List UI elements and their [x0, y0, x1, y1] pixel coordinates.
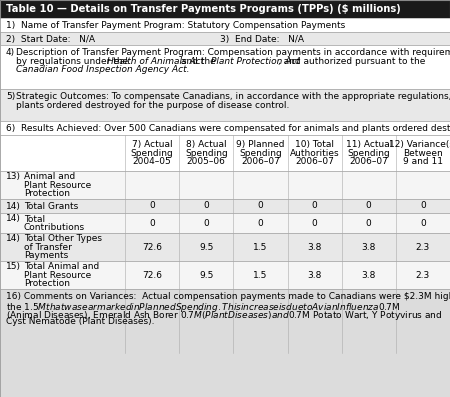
Text: and the: and the: [178, 56, 218, 66]
Text: 0: 0: [312, 202, 317, 210]
Text: 3.8: 3.8: [361, 243, 376, 252]
Text: 15): 15): [6, 262, 21, 271]
Text: 14): 14): [6, 234, 21, 243]
Text: 6)  Results Achieved: Over 500 Canadians were compensated for animals and plants: 6) Results Achieved: Over 500 Canadians …: [6, 124, 450, 133]
Text: 2004–05: 2004–05: [133, 157, 171, 166]
Text: 5): 5): [6, 92, 15, 101]
Text: 2.3: 2.3: [416, 243, 430, 252]
Bar: [0, 32, 450, 45]
Text: 9) Planned: 9) Planned: [236, 140, 285, 149]
Text: Canadian Food Inspection Agency Act.: Canadian Food Inspection Agency Act.: [16, 65, 189, 74]
Bar: [0, 135, 450, 171]
Text: of Transfer: of Transfer: [24, 243, 72, 252]
Text: 1.5: 1.5: [253, 270, 268, 279]
Text: (Animal Diseases), Emerald Ash Borer $0.7M (Plant Diseases) and $0.7M Potato War: (Animal Diseases), Emerald Ash Borer $0.…: [6, 309, 442, 322]
Text: Protection: Protection: [24, 279, 70, 288]
Text: 12) Variance(s): 12) Variance(s): [389, 140, 450, 149]
Text: 2006–07: 2006–07: [241, 157, 280, 166]
Text: Plant Resource: Plant Resource: [24, 181, 91, 190]
Text: plants ordered destroyed for the purpose of disease control.: plants ordered destroyed for the purpose…: [16, 100, 289, 110]
Text: 0: 0: [366, 218, 372, 227]
Text: 9.5: 9.5: [199, 270, 213, 279]
Bar: [0, 0, 450, 18]
Text: Between: Between: [403, 149, 443, 158]
Text: 0: 0: [366, 202, 372, 210]
Text: 0: 0: [203, 202, 209, 210]
Text: Total Animal and: Total Animal and: [24, 262, 99, 271]
Text: Total Grants: Total Grants: [24, 202, 78, 211]
Text: 16) Comments on Variances:  Actual compensation payments made to Canadians were : 16) Comments on Variances: Actual compen…: [6, 292, 450, 301]
Text: 8) Actual: 8) Actual: [186, 140, 226, 149]
Text: 14): 14): [6, 202, 21, 211]
Text: 72.6: 72.6: [142, 243, 162, 252]
Text: 1.5: 1.5: [253, 243, 268, 252]
Text: Authorities: Authorities: [290, 149, 339, 158]
Text: 11) Actual: 11) Actual: [346, 140, 392, 149]
Text: Health of Animals Act: Health of Animals Act: [107, 56, 204, 66]
Text: 3.8: 3.8: [307, 270, 322, 279]
Text: by regulations under the: by regulations under the: [16, 56, 131, 66]
Text: 9.5: 9.5: [199, 243, 213, 252]
Bar: [0, 171, 450, 199]
Text: Total Other Types: Total Other Types: [24, 234, 102, 243]
Text: Protection: Protection: [24, 189, 70, 198]
Text: Table 10 — Details on Transfer Payments Programs (TPPs) ($ millions): Table 10 — Details on Transfer Payments …: [6, 4, 401, 14]
Text: 0: 0: [203, 218, 209, 227]
Text: 3.8: 3.8: [307, 243, 322, 252]
Text: 2006–07: 2006–07: [349, 157, 388, 166]
Bar: [0, 199, 450, 213]
Text: the $1.5M that was earmarked in Planned Spending. This increase is due to Avian : the $1.5M that was earmarked in Planned …: [6, 301, 400, 314]
Text: Spending: Spending: [239, 149, 282, 158]
Text: 3)  End Date:   N/A: 3) End Date: N/A: [220, 35, 304, 44]
Text: 0: 0: [420, 218, 426, 227]
Text: 0: 0: [257, 218, 263, 227]
Text: 72.6: 72.6: [142, 270, 162, 279]
Text: Spending: Spending: [347, 149, 390, 158]
Text: 2006–07: 2006–07: [295, 157, 334, 166]
Text: Total: Total: [24, 214, 45, 224]
Text: Spending: Spending: [130, 149, 173, 158]
Text: 14): 14): [6, 214, 21, 224]
Text: 2005–06: 2005–06: [187, 157, 226, 166]
Text: 9 and 11: 9 and 11: [403, 157, 443, 166]
Text: 0: 0: [420, 202, 426, 210]
Text: 0: 0: [312, 218, 317, 227]
Text: 7) Actual: 7) Actual: [132, 140, 172, 149]
Text: 0: 0: [257, 202, 263, 210]
Text: Spending: Spending: [185, 149, 228, 158]
Bar: [0, 45, 450, 89]
Bar: [0, 18, 450, 32]
Text: 13): 13): [6, 172, 21, 181]
Text: Contributions: Contributions: [24, 223, 85, 232]
Text: Description of Transfer Payment Program: Compensation payments in accordance wit: Description of Transfer Payment Program:…: [16, 48, 450, 57]
Text: 3.8: 3.8: [361, 270, 376, 279]
Text: , and authorized pursuant to the: , and authorized pursuant to the: [278, 56, 425, 66]
Bar: [0, 89, 450, 121]
Bar: [0, 289, 450, 397]
Text: 4): 4): [6, 48, 15, 57]
Text: 10) Total: 10) Total: [295, 140, 334, 149]
Bar: [0, 233, 450, 261]
Text: 2)  Start Date:   N/A: 2) Start Date: N/A: [6, 35, 95, 44]
Text: Strategic Outcomes: To compensate Canadians, in accordance with the appropriate : Strategic Outcomes: To compensate Canadi…: [16, 92, 450, 101]
Text: Cyst Nematode (Plant Diseases).: Cyst Nematode (Plant Diseases).: [6, 318, 154, 326]
Text: 0: 0: [149, 218, 155, 227]
Bar: [0, 213, 450, 233]
Text: 1)  Name of Transfer Payment Program: Statutory Compensation Payments: 1) Name of Transfer Payment Program: Sta…: [6, 21, 345, 30]
Text: Plant Protection Act: Plant Protection Act: [211, 56, 300, 66]
Text: 0: 0: [149, 202, 155, 210]
Text: Payments: Payments: [24, 251, 68, 260]
Text: Plant Resource: Plant Resource: [24, 271, 91, 280]
Bar: [0, 121, 450, 135]
Text: Animal and: Animal and: [24, 172, 75, 181]
Text: 2.3: 2.3: [416, 270, 430, 279]
Bar: [0, 261, 450, 289]
